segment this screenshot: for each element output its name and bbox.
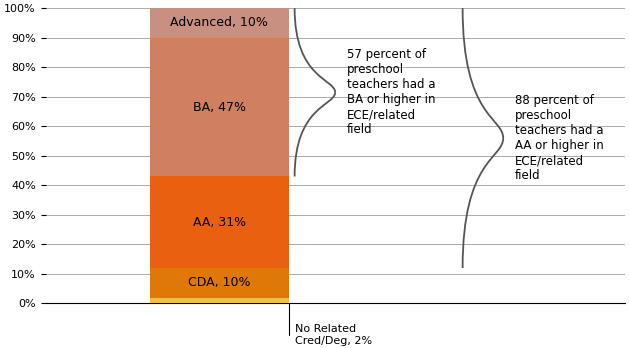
Bar — [150, 176, 289, 268]
Text: 57 percent of
preschool
teachers had a
BA or higher in
ECE/related
field: 57 percent of preschool teachers had a B… — [347, 48, 435, 136]
Text: AA, 31%: AA, 31% — [192, 216, 246, 229]
Text: No Related
Cred/Deg, 2%: No Related Cred/Deg, 2% — [289, 303, 372, 346]
Text: 88 percent of
preschool
teachers had a
AA or higher in
ECE/related
field: 88 percent of preschool teachers had a A… — [515, 94, 603, 182]
Text: Advanced, 10%: Advanced, 10% — [170, 16, 268, 30]
Text: BA, 47%: BA, 47% — [193, 101, 246, 113]
Text: CDA, 10%: CDA, 10% — [188, 276, 250, 289]
Bar — [150, 298, 289, 303]
Bar — [150, 268, 289, 298]
Bar — [150, 8, 289, 38]
Bar — [150, 38, 289, 176]
